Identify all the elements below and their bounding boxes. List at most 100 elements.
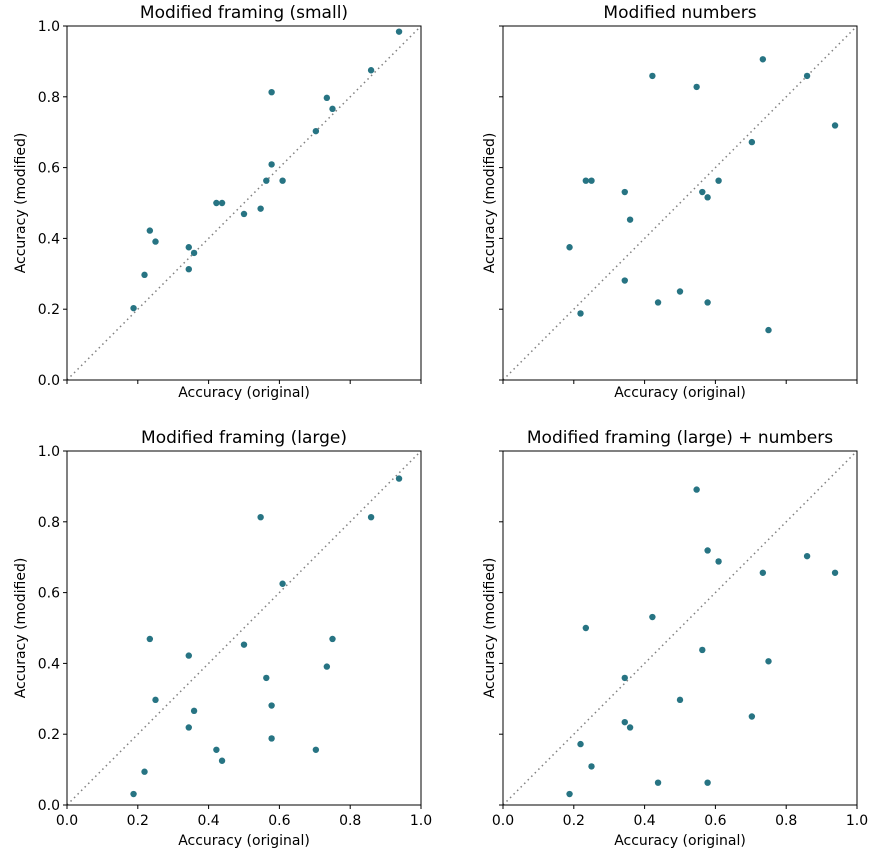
- x-tick-label: 0.2: [563, 813, 585, 829]
- data-point: [268, 161, 275, 168]
- panel-modified-numbers: Modified numbers Accuracy (original) Acc…: [482, 3, 858, 401]
- data-point: [268, 735, 275, 742]
- data-point: [268, 702, 275, 709]
- x-axis-label: Accuracy (original): [614, 385, 746, 401]
- identity-reference-line: [502, 25, 858, 381]
- data-point: [715, 558, 722, 565]
- data-point: [704, 547, 711, 554]
- data-point: [626, 216, 634, 223]
- y-tick-label: 0.4: [38, 656, 60, 672]
- x-tick-label: 1.0: [846, 813, 868, 829]
- data-point: [577, 310, 584, 317]
- y-tick-label: 0.2: [38, 302, 60, 318]
- x-tick-label: 0.4: [197, 813, 219, 829]
- plot-frame: [502, 25, 858, 381]
- data-point: [699, 188, 706, 196]
- data-point: [621, 674, 628, 682]
- data-point: [141, 768, 148, 775]
- data-point: [765, 658, 772, 665]
- panel-modified-framing-small: Modified framing (small) Accuracy (origi…: [13, 3, 422, 401]
- data-point: [185, 265, 192, 273]
- data-point: [765, 326, 772, 334]
- data-point: [240, 641, 248, 648]
- data-point: [130, 790, 137, 798]
- data-point: [185, 244, 192, 251]
- data-point: [329, 635, 336, 643]
- data-point: [676, 696, 684, 704]
- data-point: [395, 28, 403, 35]
- y-axis-label: Accuracy (modified): [13, 558, 29, 699]
- x-axis-label: Accuracy (original): [614, 833, 746, 849]
- data-point: [141, 271, 148, 279]
- x-tick-label: 0.8: [339, 813, 361, 829]
- panel-title: Modified numbers: [603, 3, 756, 23]
- x-tick-label: 0.8: [775, 813, 797, 829]
- data-point: [704, 194, 711, 201]
- data-point: [831, 569, 839, 576]
- data-point: [130, 304, 137, 312]
- data-point: [312, 746, 320, 753]
- data-point: [185, 652, 192, 659]
- x-tick-label: 1.0: [410, 813, 432, 829]
- data-point: [693, 83, 700, 91]
- data-point: [329, 105, 336, 113]
- y-tick-label: 1.0: [38, 444, 60, 460]
- y-tick-label: 0.4: [38, 231, 60, 247]
- data-point: [323, 94, 331, 102]
- x-axis-label: Accuracy (original): [178, 833, 310, 849]
- data-point: [748, 138, 756, 146]
- data-point: [715, 177, 722, 184]
- data-point: [803, 552, 811, 560]
- data-point: [268, 88, 275, 96]
- x-tick-label: 0.0: [56, 813, 78, 829]
- identity-reference-line: [66, 450, 422, 806]
- x-tick-label: 0.6: [268, 813, 290, 829]
- data-point: [367, 513, 375, 521]
- plot-frame: [66, 25, 422, 381]
- data-point: [263, 674, 270, 682]
- data-point: [654, 779, 662, 786]
- panel-title: Modified framing (large): [141, 428, 347, 448]
- data-point: [588, 763, 595, 770]
- data-point: [279, 580, 286, 587]
- data-point: [748, 713, 756, 720]
- data-point: [676, 288, 684, 295]
- data-point: [704, 299, 711, 306]
- data-point: [323, 663, 331, 670]
- identity-reference-line: [502, 450, 858, 806]
- panel-title: Modified framing (large) + numbers: [527, 428, 833, 448]
- data-point: [699, 646, 706, 654]
- data-point: [588, 177, 595, 184]
- data-point: [566, 790, 573, 798]
- data-point: [152, 238, 159, 245]
- data-point: [759, 56, 767, 63]
- data-point: [218, 757, 226, 764]
- data-point: [577, 740, 584, 748]
- y-axis-label: Accuracy (modified): [482, 133, 498, 274]
- y-tick-label: 0.6: [38, 586, 60, 602]
- x-tick-label: 0.2: [127, 813, 149, 829]
- data-point: [218, 199, 226, 207]
- y-tick-label: 0.0: [38, 798, 60, 814]
- y-tick-label: 0.8: [38, 90, 60, 106]
- x-tick-label: 0.6: [704, 813, 726, 829]
- data-point: [395, 475, 403, 482]
- plot-frame: [66, 450, 422, 806]
- y-axis-label: Accuracy (modified): [13, 133, 29, 274]
- data-point: [566, 244, 573, 251]
- data-point: [257, 205, 264, 212]
- data-point: [190, 249, 198, 257]
- panel-modified-framing-large: Modified framing (large) Accuracy (origi…: [13, 428, 432, 849]
- data-point: [693, 486, 700, 493]
- panel-modified-framing-large-plus-numbers: Modified framing (large) + numbers Accur…: [482, 428, 868, 849]
- data-point: [649, 613, 656, 621]
- data-point: [582, 624, 590, 632]
- data-point: [803, 72, 811, 80]
- x-tick-label: 0.4: [633, 813, 655, 829]
- x-tick-label: 0.0: [492, 813, 514, 829]
- data-point: [263, 177, 270, 184]
- data-point: [704, 779, 711, 786]
- x-axis-label: Accuracy (original): [178, 385, 310, 401]
- y-tick-label: 0.0: [38, 373, 60, 389]
